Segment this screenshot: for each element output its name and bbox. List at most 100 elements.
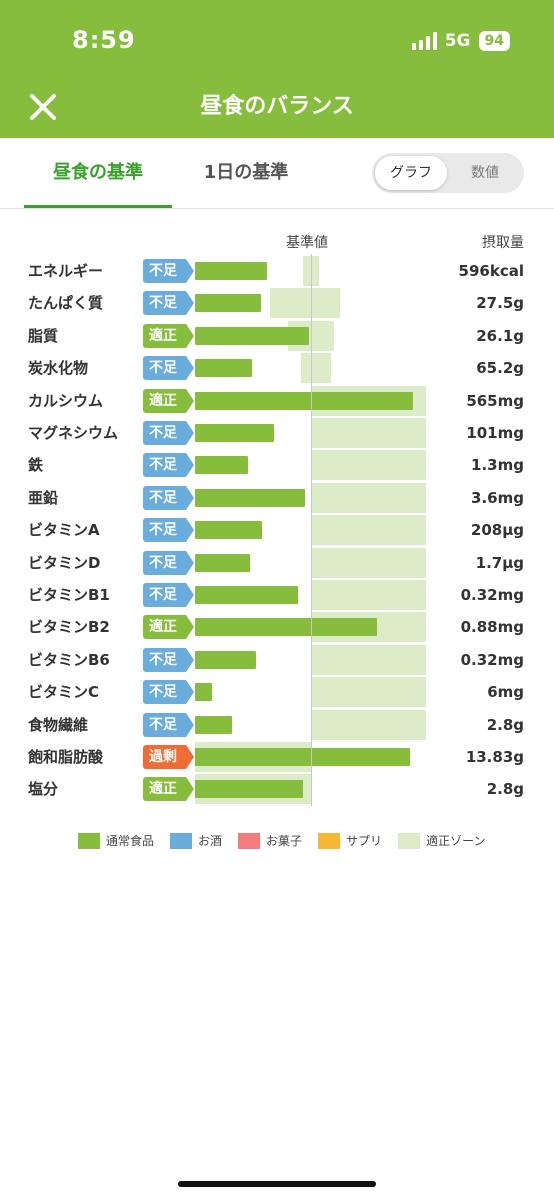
nutrient-row: 塩分 適正 2.8g — [0, 773, 554, 805]
view-toggle: グラフ 数値 — [372, 153, 524, 193]
status-badge: 不足 — [143, 453, 194, 478]
intake-value: 1.7µg — [475, 553, 524, 572]
intake-value: 101mg — [466, 424, 524, 442]
intake-bar — [195, 618, 378, 637]
intake-value: 3.6mg — [471, 488, 524, 507]
nutrient-row: 飽和脂肪酸 過剰 13.83g — [0, 741, 554, 773]
intake-header: 摂取量 — [482, 235, 524, 251]
nutrient-row: ビタミンB1 不足 0.32mg — [0, 579, 554, 611]
intake-value: 0.32mg — [460, 586, 524, 604]
nutrient-name: 脂質 — [28, 326, 59, 345]
status-time: 8:59 — [72, 26, 136, 54]
tab-bar: 昼食の基準 1日の基準 — [0, 138, 554, 209]
optimal-zone — [300, 353, 331, 384]
nutrient-name: カルシウム — [28, 391, 104, 410]
status-badge: 不足 — [143, 485, 194, 510]
nutrient-row: ビタミンB2 適正 0.88mg — [0, 611, 554, 643]
nutrient-name: ビタミンC — [28, 683, 100, 702]
close-icon — [30, 94, 56, 120]
battery-icon: 94 — [478, 31, 510, 51]
page-title: 昼食のバランス — [200, 94, 354, 119]
optimal-zone — [302, 256, 320, 286]
legend-item: 適正ゾーン — [398, 832, 485, 849]
nutrient-row: エネルギー 不足 596kcal — [0, 255, 554, 287]
intake-value: 6mg — [487, 683, 524, 702]
nutrient-row: ビタミンD 不足 1.7µg — [0, 547, 554, 579]
optimal-zone — [311, 450, 426, 481]
intake-bar — [195, 424, 274, 442]
nutrient-name: たんぱく質 — [28, 294, 104, 313]
status-badge: 不足 — [143, 421, 194, 445]
tab-lunch-standard[interactable]: 昼食の基準 — [24, 138, 172, 208]
intake-value: 65.2g — [476, 359, 524, 378]
nutrient-name: ビタミンA — [28, 521, 100, 540]
intake-bar — [195, 780, 303, 799]
intake-value: 1.3mg — [471, 456, 524, 475]
legend: 通常食品 お酒 お菓子 サプリ 適正ゾーン — [78, 832, 485, 849]
nutrient-row: マグネシウム 不足 101mg — [0, 417, 554, 449]
optimal-zone — [311, 677, 426, 708]
intake-bar — [195, 456, 249, 475]
numbers-view-button[interactable]: 数値 — [471, 165, 499, 181]
nutrient-row: 食物繊維 不足 2.8g — [0, 709, 554, 741]
intake-bar — [195, 586, 299, 604]
legend-swatch — [170, 832, 193, 849]
status-badge: 適正 — [143, 388, 194, 413]
status-indicators: 5G 94 — [411, 30, 510, 52]
optimal-zone — [270, 288, 340, 319]
optimal-zone — [311, 418, 426, 448]
nutrient-name: ビタミンD — [28, 553, 101, 572]
optimal-zone — [311, 709, 426, 740]
app-header: 8:59 5G 94 昼食のバランス — [0, 0, 554, 138]
graph-view-button[interactable]: グラフ — [375, 156, 447, 190]
optimal-zone — [311, 644, 426, 675]
nutrient-name: ビタミンB6 — [28, 650, 110, 669]
optimal-zone — [311, 580, 426, 610]
close-button[interactable] — [26, 90, 60, 124]
nutrient-row: 炭水化物 不足 65.2g — [0, 352, 554, 384]
legend-label: お酒 — [198, 834, 223, 848]
intake-bar — [195, 326, 309, 345]
status-badge: 不足 — [143, 550, 194, 575]
intake-value: 2.8g — [486, 715, 524, 734]
legend-label: 適正ゾーン — [426, 834, 486, 848]
intake-bar — [195, 488, 306, 507]
status-badge: 過剰 — [143, 745, 194, 769]
legend-label: サプリ — [346, 834, 383, 848]
nutrient-name: 塩分 — [28, 780, 59, 799]
status-badge: 不足 — [143, 647, 194, 672]
signal-icon — [411, 32, 437, 50]
intake-value: 208µg — [470, 521, 524, 540]
intake-bar — [195, 553, 250, 572]
optimal-zone — [311, 547, 426, 578]
nutrient-name: 炭水化物 — [28, 359, 89, 378]
intake-bar — [195, 391, 414, 410]
intake-bar — [195, 650, 257, 669]
legend-label: お菓子 — [266, 834, 303, 848]
legend-swatch — [78, 832, 100, 849]
reference-header: 基準値 — [286, 235, 328, 251]
nutrient-row: ビタミンC 不足 6mg — [0, 676, 554, 708]
nutrient-row: 鉄 不足 1.3mg — [0, 449, 554, 481]
network-type: 5G — [444, 31, 471, 51]
intake-value: 2.8g — [486, 780, 524, 799]
status-badge: 不足 — [143, 583, 194, 607]
legend-item: お酒 — [170, 832, 222, 849]
intake-bar — [195, 359, 252, 378]
nutrient-row: たんぱく質 不足 27.5g — [0, 287, 554, 319]
home-indicator — [178, 1181, 376, 1187]
status-badge: 不足 — [143, 291, 194, 316]
nutrient-name: 亜鉛 — [28, 488, 59, 507]
legend-item: サプリ — [318, 832, 382, 849]
nutrient-name: ビタミンB2 — [28, 618, 110, 637]
intake-bar — [195, 521, 263, 540]
tab-daily-standard[interactable]: 1日の基準 — [203, 162, 289, 183]
status-badge: 不足 — [143, 712, 194, 737]
intake-value: 596kcal — [458, 262, 524, 280]
intake-value: 13.83g — [465, 748, 524, 766]
intake-value: 565mg — [466, 391, 524, 410]
status-badge: 不足 — [143, 259, 194, 283]
legend-swatch — [318, 832, 341, 849]
nutrient-name: 食物繊維 — [28, 715, 89, 734]
nutrient-row: 亜鉛 不足 3.6mg — [0, 482, 554, 514]
